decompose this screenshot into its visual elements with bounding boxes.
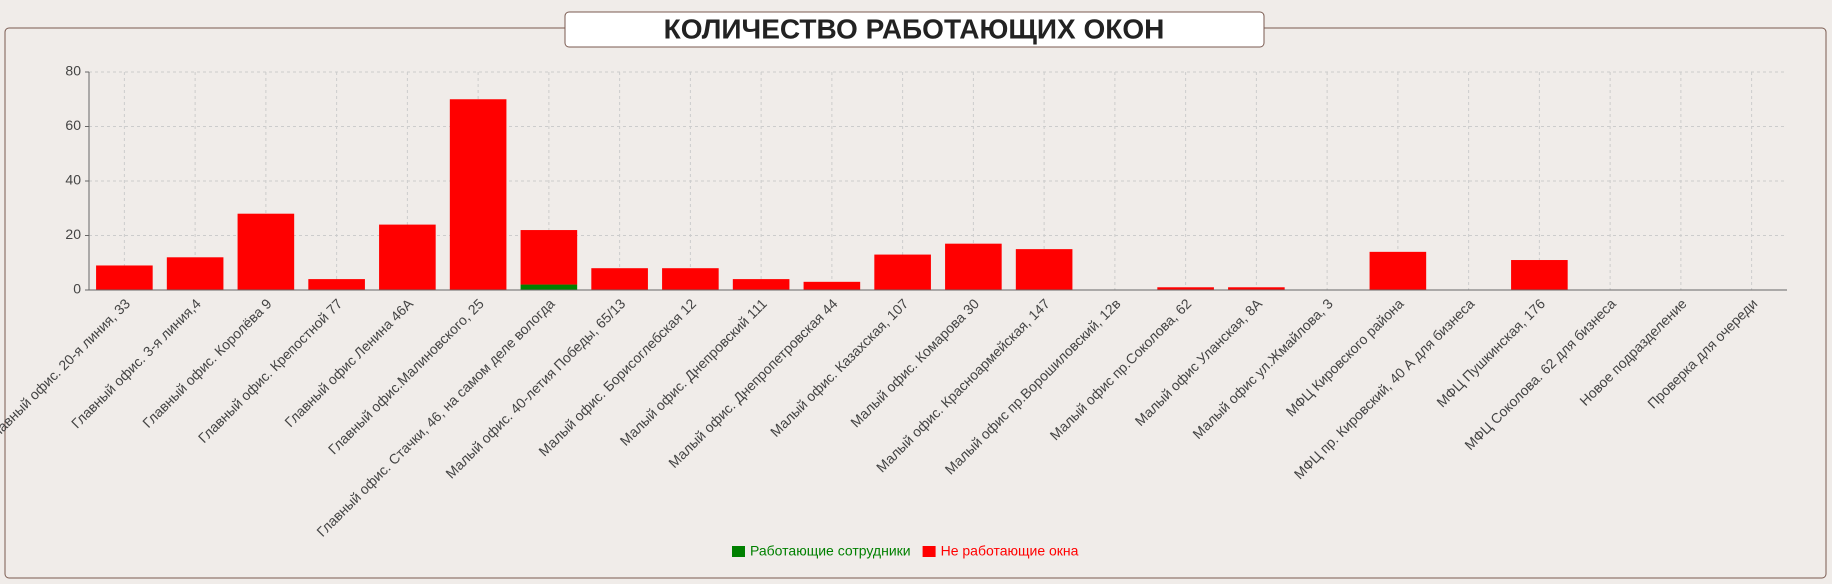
chart-title: КОЛИЧЕСТВО РАБОТАЮЩИХ ОКОН	[664, 13, 1165, 44]
bar-segment	[1157, 287, 1214, 290]
y-tick-label: 80	[65, 63, 81, 79]
bar-segment	[308, 279, 365, 290]
y-tick-label: 0	[73, 281, 81, 297]
title-box	[564, 11, 1265, 48]
bar-segment	[803, 281, 861, 290]
y-tick-label: 40	[65, 172, 81, 188]
bar-segment	[1369, 251, 1427, 290]
bar-segment	[166, 257, 224, 290]
bar-segment	[945, 243, 1002, 290]
legend-label: Работающие сотрудники	[750, 543, 911, 559]
bar-segment	[591, 268, 648, 290]
bar-segment	[237, 213, 295, 290]
bar-segment	[1228, 287, 1285, 290]
legend-swatch	[922, 546, 936, 557]
bar-segment	[520, 284, 578, 290]
y-tick-label: 20	[65, 226, 81, 242]
bar-segment	[96, 265, 153, 290]
legend-swatch	[732, 546, 745, 557]
bar-segment	[449, 99, 507, 290]
bar-segment	[520, 230, 578, 285]
legend-label: Не работающие окна	[941, 543, 1079, 559]
panel	[4, 27, 1827, 579]
bar-segment	[379, 224, 436, 290]
bar-segment	[1511, 260, 1568, 290]
bar-segment	[874, 254, 931, 290]
bar-segment	[1015, 249, 1073, 290]
bar-segment	[732, 279, 790, 290]
y-tick-label: 60	[65, 117, 81, 133]
bar-segment	[662, 268, 719, 290]
